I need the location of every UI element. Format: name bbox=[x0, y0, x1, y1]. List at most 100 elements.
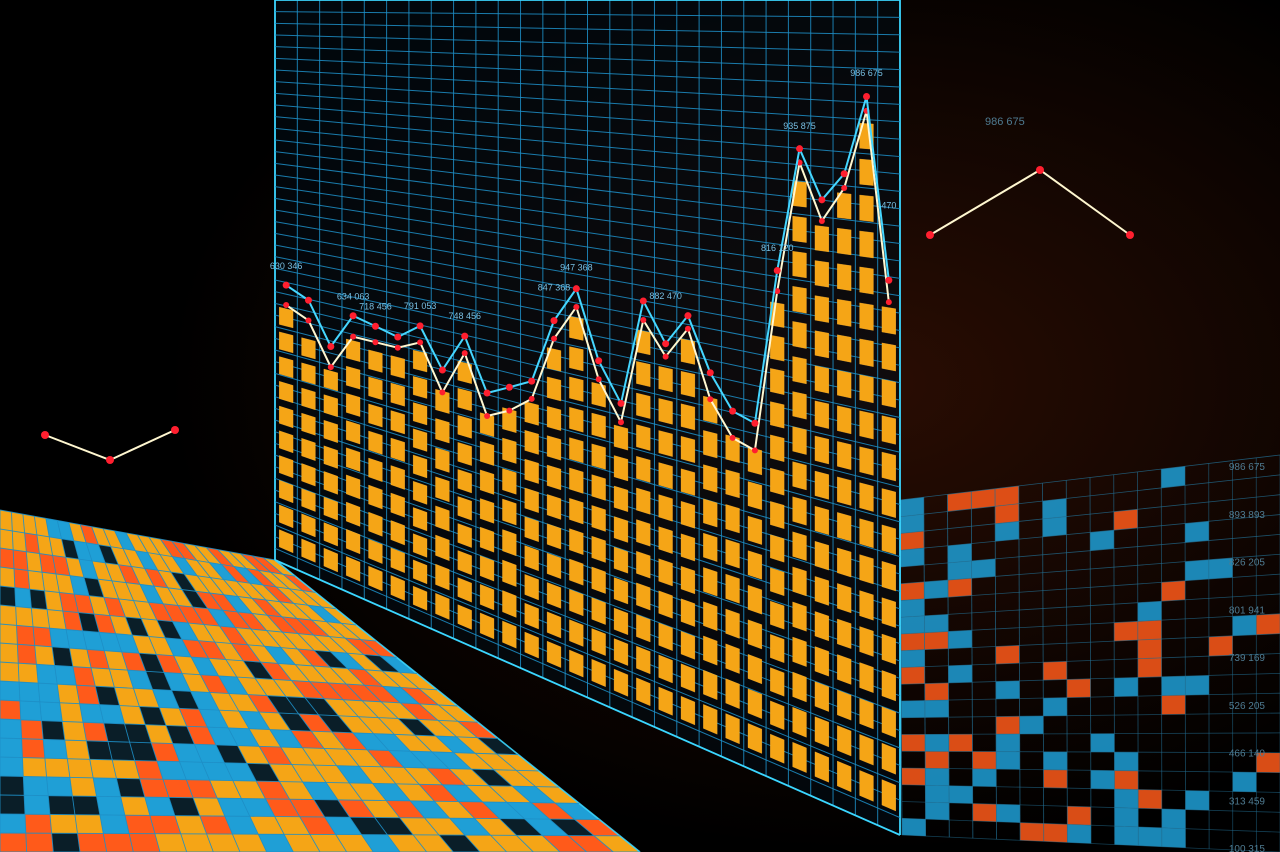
right-axis-tick: 893 893 bbox=[1229, 510, 1266, 521]
wall-value-label: 935 875 bbox=[783, 121, 816, 131]
bar-segment bbox=[860, 447, 874, 476]
right-axis-tick: 313 459 bbox=[1229, 796, 1266, 807]
wall-line-cream-marker bbox=[484, 413, 490, 419]
bar-segment bbox=[815, 225, 829, 251]
bar-segment bbox=[770, 535, 784, 563]
wall-line-cyan-marker bbox=[327, 343, 334, 350]
bar-segment bbox=[815, 366, 829, 394]
bar-segment bbox=[413, 376, 427, 398]
bar-segment bbox=[569, 468, 583, 494]
bar-segment bbox=[279, 332, 293, 353]
bar-segment bbox=[681, 534, 695, 561]
right-axis-tick: 466 140 bbox=[1229, 749, 1266, 760]
bar-segment bbox=[748, 551, 762, 580]
bar-segment bbox=[547, 494, 561, 519]
bar-segment bbox=[681, 501, 695, 528]
bar-segment bbox=[837, 583, 851, 612]
bar-segment bbox=[793, 532, 807, 561]
bar-segment bbox=[703, 567, 717, 596]
bar-segment bbox=[815, 647, 829, 677]
bar-segment bbox=[837, 512, 851, 541]
bar-segment bbox=[726, 539, 740, 568]
bar-segment bbox=[659, 527, 673, 554]
wall-value-label: 718 456 bbox=[359, 302, 392, 312]
bar-segment bbox=[793, 356, 807, 383]
bar-segment bbox=[793, 637, 807, 667]
wall-line-cream-marker bbox=[462, 350, 468, 356]
bar-segment bbox=[815, 331, 829, 358]
bar-segment bbox=[837, 690, 851, 720]
bar-segment bbox=[815, 401, 829, 429]
bar-segment bbox=[770, 468, 784, 495]
bar-segment bbox=[882, 634, 896, 664]
wall-line-cream-marker bbox=[506, 408, 512, 414]
top-right-label: 986 675 bbox=[985, 116, 1025, 128]
wall-line-cream-marker bbox=[395, 345, 401, 351]
bar-segment bbox=[860, 231, 874, 258]
wall-line-cream-marker bbox=[596, 376, 602, 382]
right-axis-tick: 739 169 bbox=[1229, 653, 1266, 664]
bar-segment bbox=[882, 525, 896, 555]
wall-line-cyan-marker bbox=[484, 390, 491, 397]
wall-line-cyan-marker bbox=[885, 277, 892, 284]
bar-segment bbox=[525, 459, 539, 484]
wall-line-cream-marker bbox=[573, 304, 579, 310]
bar-segment bbox=[726, 504, 740, 533]
bar-segment bbox=[748, 482, 762, 510]
bar-segment bbox=[636, 551, 650, 578]
bar-segment bbox=[815, 541, 829, 570]
right-ext-line-marker bbox=[926, 231, 934, 239]
bar-segment bbox=[659, 559, 673, 586]
bar-segment bbox=[860, 519, 874, 548]
bar-segment bbox=[547, 465, 561, 490]
wall-line-cyan-marker bbox=[729, 408, 736, 415]
bar-segment bbox=[815, 296, 829, 323]
bar-segment bbox=[547, 436, 561, 461]
bar-segment bbox=[569, 498, 583, 524]
bar-segment bbox=[703, 602, 717, 631]
bar-segment bbox=[369, 377, 383, 400]
bar-segment bbox=[860, 411, 874, 439]
bar-segment bbox=[636, 488, 650, 514]
wall-line-cream-marker bbox=[372, 339, 378, 345]
right-axis-tick: 801 941 bbox=[1229, 605, 1266, 616]
wall-line-cream-marker bbox=[819, 218, 825, 224]
wall-line-cyan-marker bbox=[372, 323, 379, 330]
bar-segment bbox=[480, 441, 494, 465]
bar-segment bbox=[592, 444, 606, 470]
wall-value-label: 748 456 bbox=[448, 311, 481, 321]
wall-line-cyan-marker bbox=[305, 297, 312, 304]
wall-line-cyan-marker bbox=[439, 367, 446, 374]
bar-segment bbox=[882, 452, 896, 481]
wall-line-cream-marker bbox=[663, 354, 669, 360]
bar-segment bbox=[882, 343, 896, 371]
right-axis-tick: 526 205 bbox=[1229, 701, 1266, 712]
right-floor-heatmap bbox=[900, 455, 1280, 852]
wall-line-cream-marker bbox=[685, 326, 691, 332]
bar-segment bbox=[659, 430, 673, 456]
bar-segment bbox=[369, 350, 383, 373]
bar-segment bbox=[659, 398, 673, 424]
bar-segment bbox=[681, 436, 695, 463]
bar-segment bbox=[458, 415, 472, 438]
bar-segment bbox=[837, 370, 851, 398]
bar-segment bbox=[279, 307, 293, 328]
bar-segment bbox=[592, 475, 606, 501]
bar-segment bbox=[815, 576, 829, 605]
wall-line-cyan-marker bbox=[551, 317, 558, 324]
bar-segment bbox=[860, 303, 874, 331]
bar-segment bbox=[770, 634, 784, 662]
wall-value-label: 634 063 bbox=[337, 291, 370, 301]
wall-line-cyan-marker bbox=[863, 93, 870, 100]
bar-segment bbox=[592, 505, 606, 531]
bar-segment bbox=[435, 418, 449, 443]
wall-line-cyan-marker bbox=[617, 400, 624, 407]
wall-line-cyan-marker bbox=[394, 333, 401, 340]
wall-line-cyan-marker bbox=[506, 384, 513, 391]
wall-line-cream-marker bbox=[350, 334, 356, 340]
bar-segment bbox=[681, 371, 695, 397]
wall-line-cream-marker bbox=[640, 317, 646, 323]
bar-segment bbox=[770, 435, 784, 462]
wall-line-cyan-marker bbox=[841, 170, 848, 177]
bar-segment bbox=[681, 566, 695, 594]
